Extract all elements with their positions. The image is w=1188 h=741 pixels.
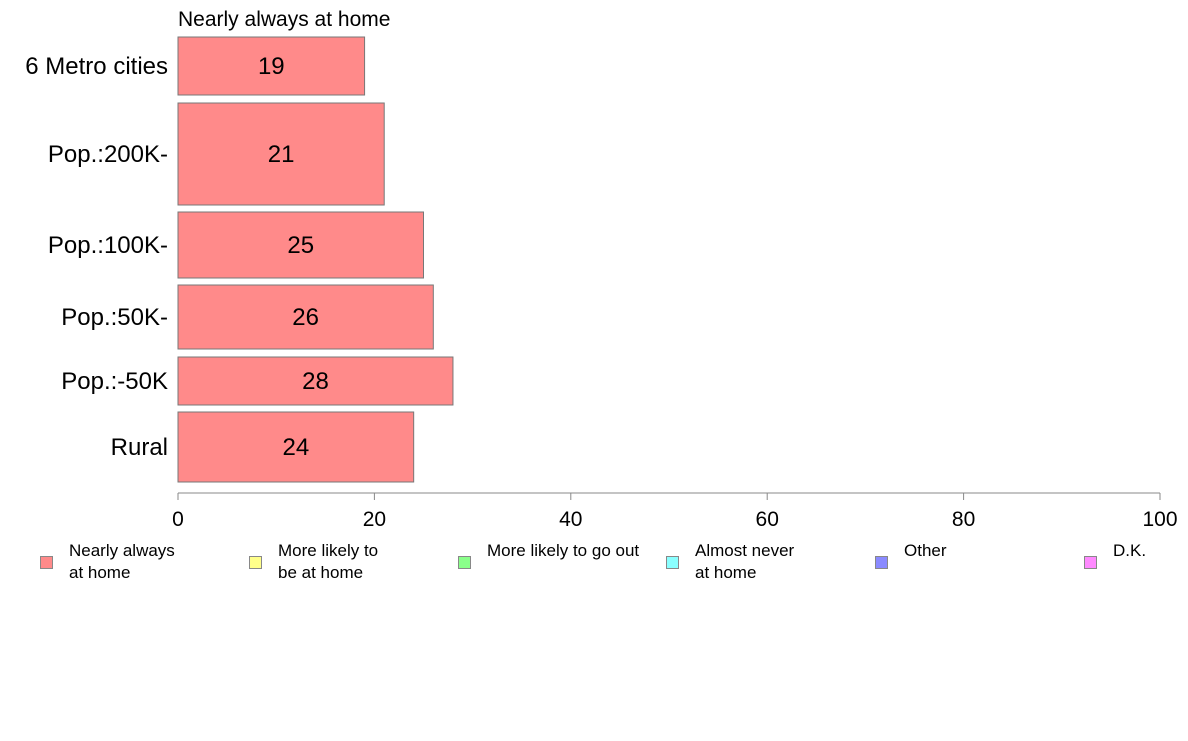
x-tick-label: 40 xyxy=(559,508,582,531)
legend-swatch xyxy=(1084,556,1097,569)
bar-value-label: 24 xyxy=(282,434,309,461)
chart-title: Nearly always at home xyxy=(178,8,390,31)
category-label: 6 Metro cities xyxy=(25,53,168,80)
legend-swatch xyxy=(458,556,471,569)
category-label: Pop.:100K- xyxy=(48,232,168,259)
category-label: Pop.:50K- xyxy=(61,304,168,331)
legend-item-more-likely-home: More likely to be at home xyxy=(249,540,378,584)
legend-item-dk: D.K. xyxy=(1084,540,1146,569)
legend-item-almost-never: Almost never at home xyxy=(666,540,794,584)
bar-value-label: 21 xyxy=(268,141,295,168)
x-tick-label: 60 xyxy=(756,508,779,531)
legend-item-other: Other xyxy=(875,540,947,569)
category-label: Rural xyxy=(111,434,168,461)
legend-item-nearly-always: Nearly always at home xyxy=(40,540,175,584)
bar xyxy=(177,211,424,279)
x-axis: 0 20 40 60 80 100 xyxy=(172,492,1178,531)
bar-value-label: 26 xyxy=(292,304,319,331)
legend-label: Almost never at home xyxy=(695,541,795,582)
bar xyxy=(177,36,366,96)
legend-item-more-likely-out: More likely to go out xyxy=(458,540,639,569)
x-tick-label: 20 xyxy=(363,508,386,531)
legend-swatch xyxy=(40,556,53,569)
legend: Nearly always at home More likely to be … xyxy=(0,540,1188,600)
x-tick-label: 0 xyxy=(172,508,184,531)
bar xyxy=(177,102,385,206)
bar-value-label: 28 xyxy=(302,368,329,395)
x-tick-label: 80 xyxy=(952,508,975,531)
bar xyxy=(177,411,415,483)
bars-group: 19 6 Metro cities 21 Pop.:200K- 25 Pop.:100K-… xyxy=(25,36,454,483)
bar xyxy=(177,284,434,350)
bar-value-label: 25 xyxy=(287,232,314,259)
bar-value-label: 19 xyxy=(258,53,285,80)
legend-label: More likely to go out xyxy=(487,541,640,560)
legend-label: More likely to be at home xyxy=(278,541,379,582)
legend-label: Nearly always at home xyxy=(69,541,175,582)
category-label: Pop.:-50K xyxy=(61,368,168,395)
legend-swatch xyxy=(666,556,679,569)
x-tick-label: 100 xyxy=(1142,508,1177,531)
legend-swatch xyxy=(249,556,262,569)
category-label: Pop.:200K- xyxy=(48,141,168,168)
legend-label: D.K. xyxy=(1113,541,1147,560)
legend-swatch xyxy=(875,556,888,569)
bar xyxy=(177,356,454,406)
legend-label: Other xyxy=(904,541,947,560)
